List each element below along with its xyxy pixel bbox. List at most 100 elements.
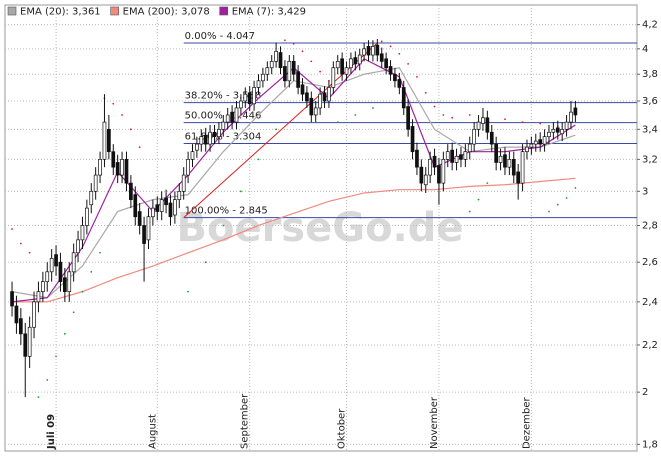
candle-body [89,190,94,206]
candle-body [432,155,437,168]
candle-body [357,54,362,65]
candle-body [384,58,388,69]
candle-body [507,159,512,168]
candle-body [564,121,569,130]
candle-body [199,136,204,145]
candle-body [107,128,111,153]
candle-body [340,58,344,75]
sar-dot [486,182,489,185]
candle-body [146,216,151,241]
candle-body [423,174,428,186]
candle-body [247,92,252,105]
candle-body [129,182,133,200]
candle-body [459,154,463,160]
sar-dot [424,91,427,94]
y-tick-label: 2,4 [642,297,658,308]
y-tick-label: 3 [642,186,648,197]
candle-body [137,211,142,226]
x-tick-label: November [429,396,440,449]
sar-dot [222,224,225,227]
legend-label: EMA (7): 3,429 [232,7,306,18]
candle-body [560,128,565,135]
candle-body [85,207,89,226]
candle-body [410,126,415,153]
candle-body [124,159,129,184]
sar-dot [398,52,401,55]
sar-dot [46,379,49,381]
candle-body [269,61,274,69]
sar-dot [521,121,524,123]
candle-body [115,162,120,176]
sar-dot [565,197,568,199]
candle-body [529,143,534,148]
candle-body [454,155,459,163]
fib-label: 100.00% - 2.845 [185,206,268,217]
sar-dot [574,187,577,189]
sar-dot [319,70,322,73]
candle-body [168,202,173,218]
candle-body [230,111,234,123]
y-tick-label: 3,8 [642,69,658,80]
sar-dot [187,290,189,293]
candle-body [445,151,450,160]
sar-dot [548,210,550,213]
sar-dot [433,105,436,108]
candle-body [111,151,116,168]
sar-dot [99,251,101,254]
candle-body [155,204,160,212]
candle-body [322,92,327,102]
candle-body [256,80,261,88]
candle-body [252,87,256,105]
candle-body [371,46,375,56]
candle-body [173,199,177,216]
candle-body [318,93,322,109]
sar-dot [451,116,454,119]
candle-body [243,93,248,102]
sar-dot [275,128,278,131]
sar-dot [90,270,93,273]
candle-body [551,128,556,133]
candle-body [428,159,432,176]
y-tick-label: 1,8 [642,439,658,450]
candle-body [278,52,283,69]
candle-body [481,117,485,124]
candle-body [533,140,538,145]
candle-body [498,155,503,163]
candle-body [164,197,168,206]
legend-label: EMA (200): 3,078 [123,7,210,18]
x-tick-label: August [147,414,158,449]
sar-dot [380,40,383,43]
candle-body [63,277,67,292]
y-tick-label: 3,4 [642,124,658,135]
candle-body [93,174,98,192]
sar-dot [28,251,31,254]
y-tick-label: 3,2 [642,154,658,165]
candle-body [494,143,499,163]
candle-body [195,143,199,151]
candle-body [485,117,490,133]
candle-body [353,57,358,65]
candle-body [142,225,146,244]
candle-body [379,53,384,62]
sar-dot [81,290,84,293]
candle-body [71,252,76,273]
candle-body [375,44,380,56]
sar-dot [372,107,374,109]
sar-dot [292,42,295,45]
sar-dot [257,158,260,161]
sar-dot [477,198,480,201]
candle-body [419,166,424,184]
fib-label: 38.20% - 3.588 [185,91,262,102]
sar-dot [284,39,286,42]
candle-body [45,271,50,282]
legend-swatch [110,6,119,16]
candle-body [133,194,138,218]
candle-body [393,73,397,82]
candle-body [208,131,212,145]
sar-dot [63,332,66,335]
candle-body [542,136,547,145]
legend-swatch [7,6,17,16]
candle-body [511,159,516,176]
candle-body [14,305,19,324]
candle-body [555,127,560,133]
